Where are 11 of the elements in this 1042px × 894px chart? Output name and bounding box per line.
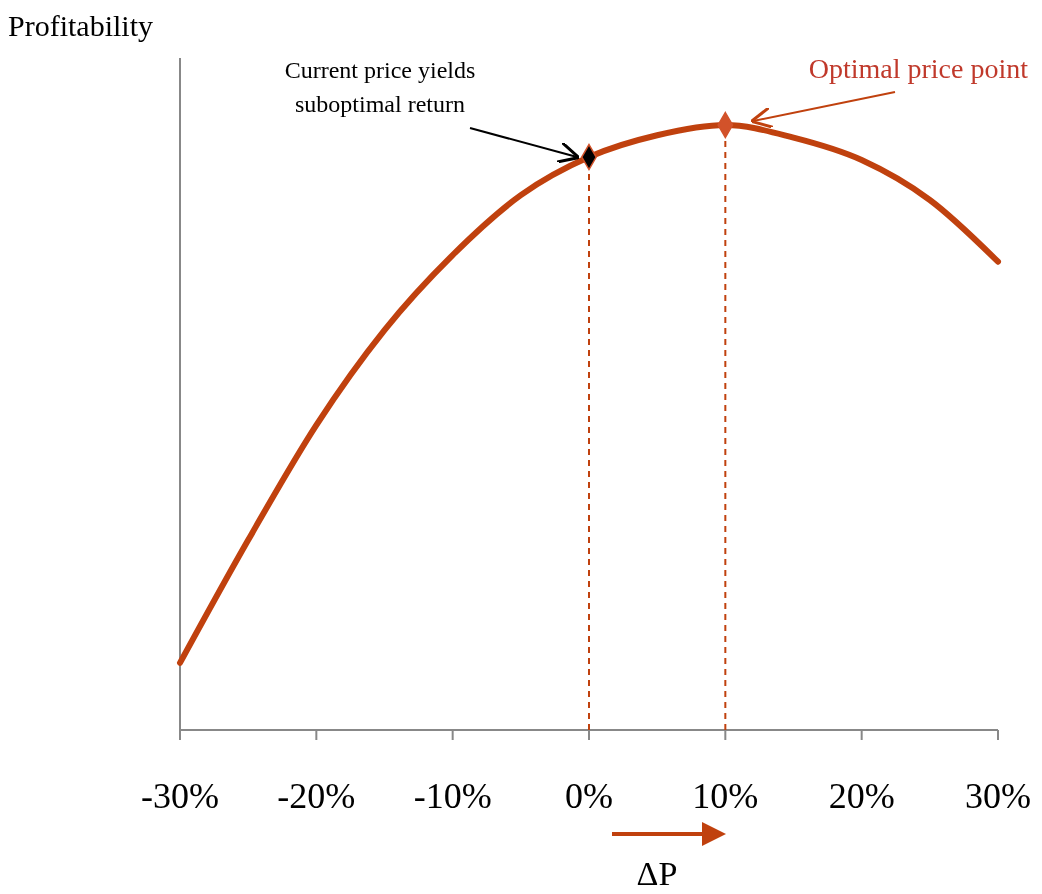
x-tick-label: -20% <box>277 776 356 816</box>
text: Current price yields suboptimal return <box>284 57 476 117</box>
x-tick-label: -10% <box>413 776 492 816</box>
x-tick-label: 10% <box>692 776 759 816</box>
x-tick-label: 20% <box>828 776 895 816</box>
y-axis-title: Profitability <box>8 9 153 42</box>
x-tick-label: -30% <box>141 776 219 816</box>
x-tick-label: 30% <box>965 776 1031 816</box>
x-axis-title: ΔP <box>636 855 678 892</box>
x-tick-label: 0% <box>565 776 613 816</box>
text: Optimal price point <box>808 53 1029 84</box>
